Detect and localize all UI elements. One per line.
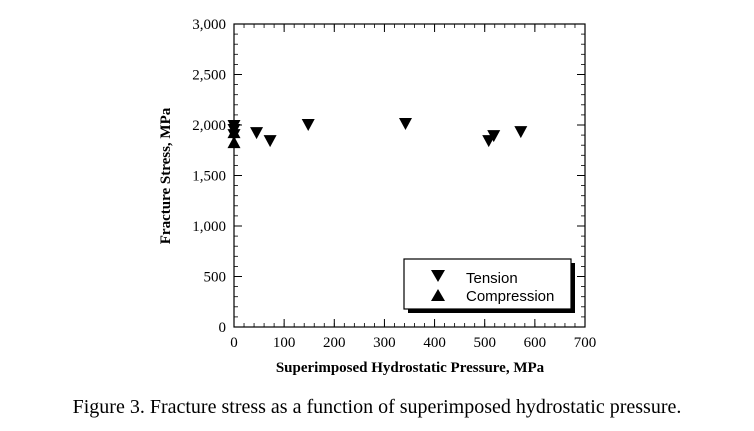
y-tick-label: 2,000: [192, 118, 226, 134]
x-axis: 0 100 200 300 400 500 600 700: [230, 24, 596, 351]
y-axis: 0 500 1,000 1,500 2,000 2,500 3,000: [192, 17, 585, 336]
legend-compression-label: Compression: [466, 288, 554, 305]
y-axis-label: Fracture Stress, MPa: [158, 107, 174, 244]
x-tick-label: 600: [524, 335, 547, 351]
x-tick-label: 0: [230, 335, 238, 351]
legend-tension-label: Tension: [466, 270, 518, 287]
x-tick-label: 300: [373, 335, 396, 351]
compression-point: [227, 126, 241, 139]
y-tick-label: 2,500: [192, 68, 226, 84]
x-tick-label: 500: [473, 335, 496, 351]
tension-point: [487, 130, 501, 143]
compression-point: [227, 136, 241, 149]
tension-point: [514, 126, 528, 139]
y-tick-label: 0: [219, 320, 227, 336]
x-tick-label: 400: [423, 335, 446, 351]
y-tick-label: 500: [204, 270, 227, 286]
scatter-chart: 0 100 200 300 400 500 600 700 0 500 1,000 1,500 2,0…: [158, 17, 596, 376]
tension-point: [398, 117, 412, 130]
legend-compression-marker: [431, 289, 445, 301]
tension-point: [250, 127, 264, 140]
tension-point: [263, 135, 277, 148]
y-tick-label: 1,000: [192, 219, 226, 235]
x-tick-label: 700: [574, 335, 597, 351]
y-tick-label: 1,500: [192, 169, 226, 185]
x-tick-label: 100: [273, 335, 296, 351]
tension-point: [301, 119, 315, 131]
x-axis-label: Superimposed Hydrostatic Pressure, MPa: [276, 360, 545, 376]
figure-caption: Figure 3. Fracture stress as a function …: [72, 396, 682, 418]
legend-tension-marker: [431, 270, 445, 282]
x-tick-label: 200: [323, 335, 346, 351]
data-points: [227, 117, 528, 149]
legend: Tension Compression: [403, 258, 575, 313]
y-tick-label: 3,000: [192, 17, 226, 33]
